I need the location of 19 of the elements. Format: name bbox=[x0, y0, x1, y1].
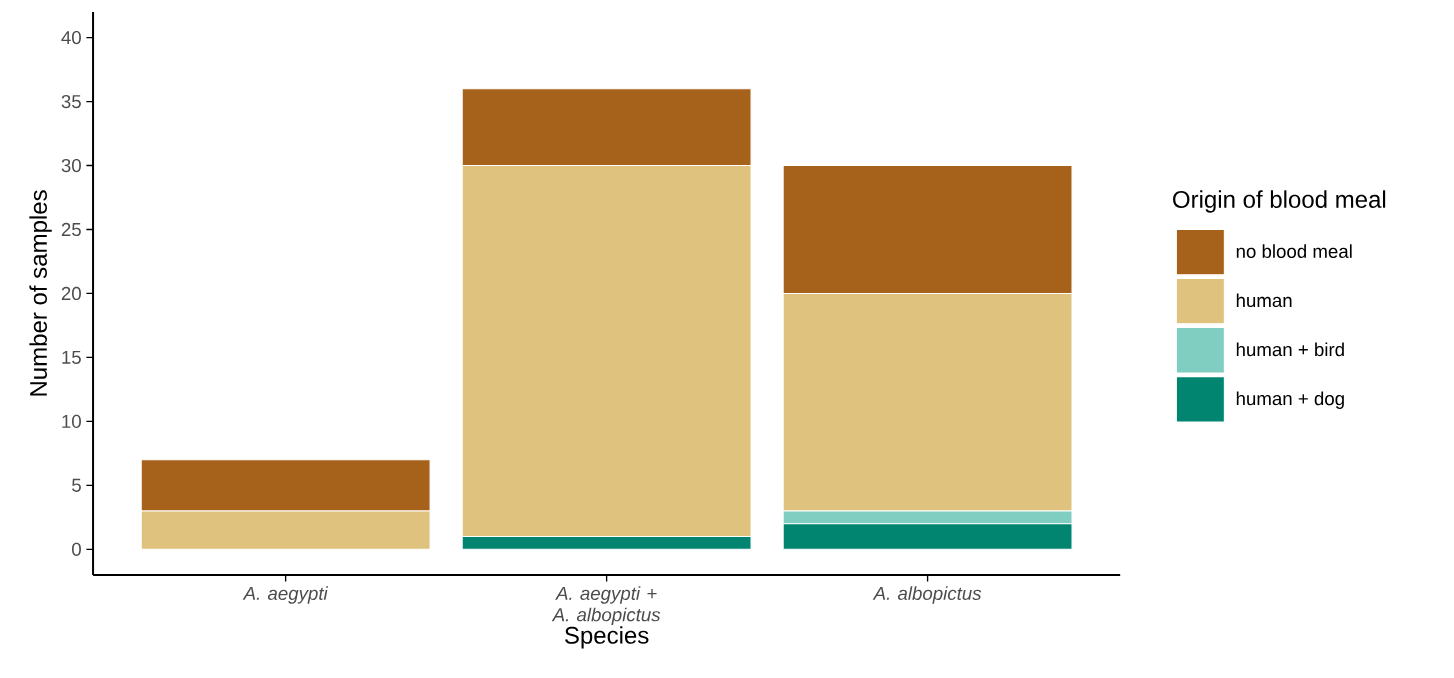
x-axis-title: Species bbox=[565, 626, 649, 649]
y-tick-label: 15 bbox=[62, 351, 81, 365]
y-tick-label: 10 bbox=[62, 414, 81, 429]
y-tick-label: 35 bbox=[61, 95, 81, 109]
x-tick-label: A. albopictus bbox=[872, 586, 982, 604]
y-tick-label: 40 bbox=[61, 31, 81, 45]
legend-title: Origin of blood meal bbox=[1173, 190, 1386, 213]
y-tick-label: 5 bbox=[72, 479, 81, 493]
y-tick-label: 25 bbox=[61, 223, 81, 237]
y-tick-label: 20 bbox=[61, 287, 81, 301]
y-axis-title: Number of samples bbox=[29, 190, 52, 396]
x-tick-label: A. aegypti + A. albopictus bbox=[551, 586, 661, 626]
x-tick-label: A. aegypti bbox=[242, 586, 329, 604]
text: human + dog bbox=[1236, 391, 1344, 410]
text: human + bird bbox=[1236, 342, 1344, 357]
y-tick-label: 30 bbox=[61, 159, 81, 173]
text: no blood meal bbox=[1236, 244, 1352, 259]
text: human bbox=[1236, 293, 1292, 308]
y-tick-label: 0 bbox=[72, 542, 81, 557]
